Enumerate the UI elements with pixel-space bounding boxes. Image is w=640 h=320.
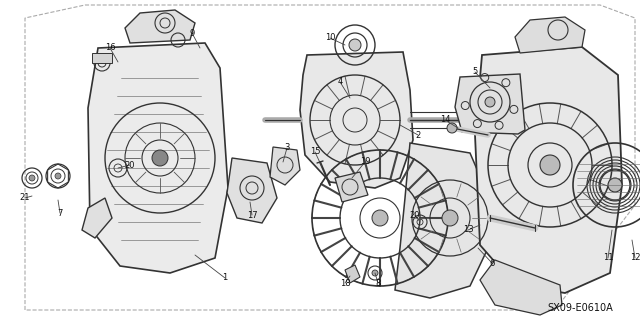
Text: 7: 7: [58, 209, 63, 218]
Circle shape: [372, 210, 388, 226]
Text: 5: 5: [472, 68, 477, 76]
Polygon shape: [515, 17, 585, 53]
Polygon shape: [395, 143, 488, 298]
Text: 6: 6: [490, 259, 495, 268]
Text: 16: 16: [105, 44, 115, 52]
Polygon shape: [455, 74, 525, 134]
Polygon shape: [88, 43, 228, 273]
Text: 20: 20: [410, 211, 420, 220]
Polygon shape: [227, 158, 277, 223]
Polygon shape: [475, 47, 622, 293]
Polygon shape: [82, 198, 112, 238]
Polygon shape: [480, 260, 562, 315]
Text: 17: 17: [246, 211, 257, 220]
Circle shape: [372, 270, 378, 276]
Text: 15: 15: [310, 148, 320, 156]
Circle shape: [29, 175, 35, 181]
Text: 18: 18: [340, 278, 350, 287]
Circle shape: [540, 155, 560, 175]
Polygon shape: [335, 172, 368, 202]
Circle shape: [152, 150, 168, 166]
Polygon shape: [92, 53, 112, 63]
Circle shape: [442, 210, 458, 226]
Circle shape: [447, 123, 457, 133]
Text: 3: 3: [284, 143, 290, 153]
Text: 4: 4: [337, 77, 342, 86]
Text: 19: 19: [360, 157, 371, 166]
Text: 11: 11: [603, 253, 613, 262]
Circle shape: [485, 97, 495, 107]
Text: 14: 14: [440, 116, 451, 124]
Polygon shape: [573, 125, 610, 227]
Text: 12: 12: [630, 253, 640, 262]
Text: 9: 9: [189, 28, 195, 37]
Text: 8: 8: [375, 278, 381, 287]
Text: SX09-E0610A: SX09-E0610A: [547, 303, 613, 313]
Text: 2: 2: [415, 131, 420, 140]
Circle shape: [349, 39, 361, 51]
Circle shape: [55, 173, 61, 179]
Polygon shape: [125, 10, 195, 43]
Text: 20: 20: [125, 161, 135, 170]
Text: 10: 10: [324, 34, 335, 43]
Text: 13: 13: [463, 226, 474, 235]
Polygon shape: [300, 52, 413, 188]
Polygon shape: [270, 147, 300, 185]
Text: 21: 21: [20, 194, 30, 203]
Circle shape: [608, 178, 622, 192]
Polygon shape: [345, 265, 360, 283]
Text: 1: 1: [222, 274, 228, 283]
